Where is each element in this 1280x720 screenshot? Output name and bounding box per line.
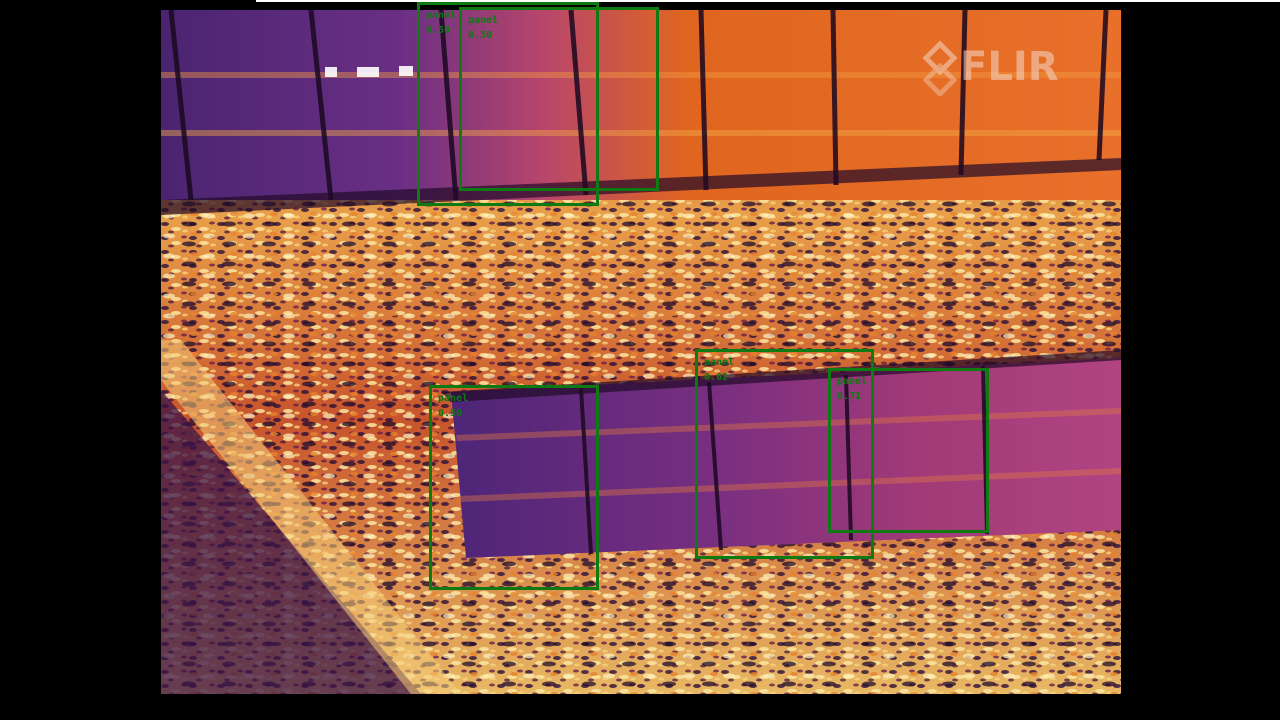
detection-box-5: panel 0.71 xyxy=(828,368,989,533)
detection-box-4: panel 0.62 xyxy=(695,349,874,559)
detection-label: panel 0.62 xyxy=(704,357,735,383)
thermal-scene xyxy=(161,10,1121,694)
detection-box-2: panel 0.50 xyxy=(459,7,659,191)
flir-logo-text: FLIR xyxy=(960,44,1059,90)
detection-label: panel 0.50 xyxy=(426,10,457,36)
detection-box-1: panel 0.50 xyxy=(417,2,599,206)
top-edge-strip xyxy=(256,0,1280,2)
thermal-image xyxy=(161,10,1121,694)
detection-label: panel 0.50 xyxy=(468,15,499,41)
detection-label: panel 0.71 xyxy=(837,376,868,402)
flir-watermark-logo: FLIR xyxy=(920,36,1100,98)
detection-label: panel 0.50 xyxy=(438,393,469,419)
detection-box-3: panel 0.50 xyxy=(429,385,599,590)
